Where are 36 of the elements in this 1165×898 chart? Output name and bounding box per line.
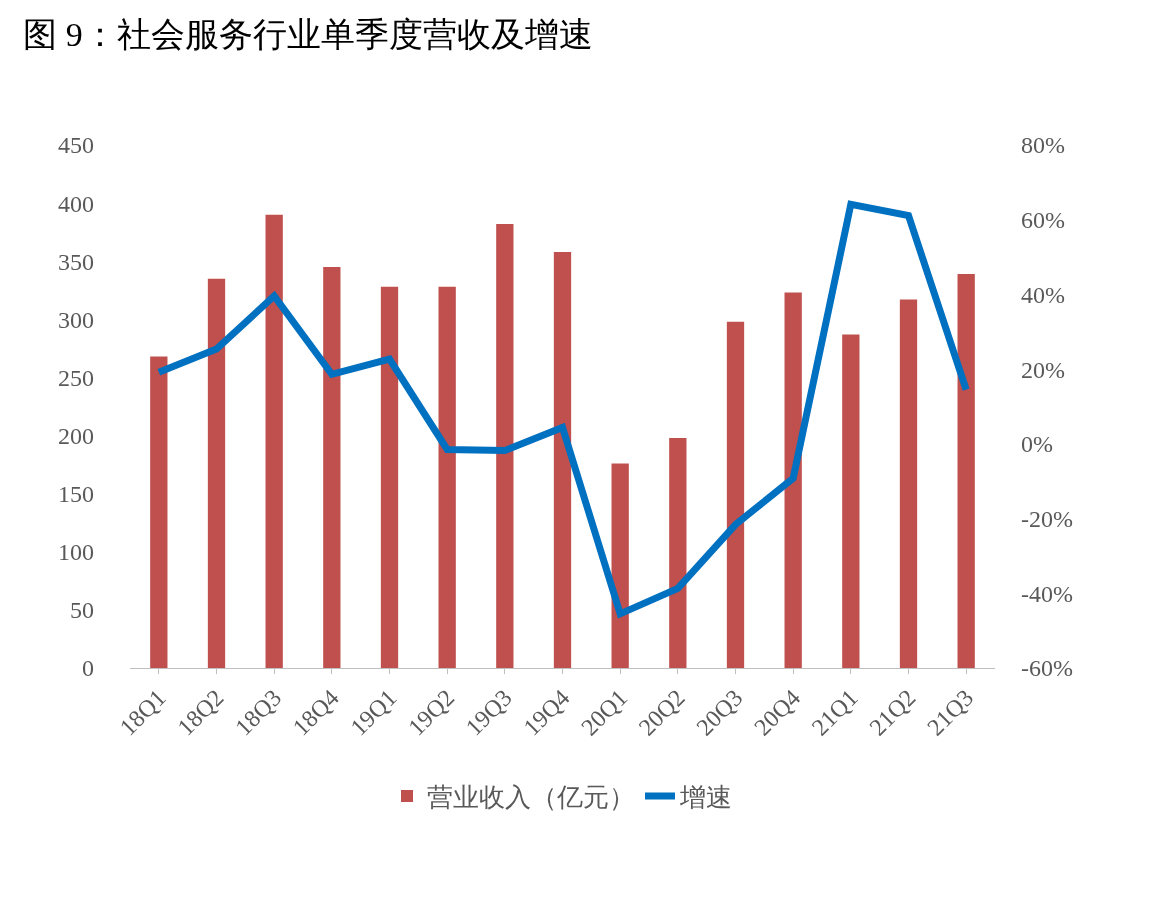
y2-tick-label: 80% — [1021, 132, 1065, 159]
y2-tick-label: -20% — [1021, 505, 1073, 532]
bar — [323, 267, 341, 668]
bar — [957, 274, 975, 668]
y-tick-label: 250 — [58, 364, 94, 391]
bar — [265, 214, 283, 668]
bar — [669, 437, 687, 668]
y2-tick-label: 40% — [1021, 281, 1065, 308]
y-tick-label: 350 — [58, 248, 94, 275]
y2-tick-label: -40% — [1021, 580, 1073, 607]
y-tick-label: 200 — [58, 422, 94, 449]
bar — [438, 286, 456, 668]
bar — [899, 299, 918, 668]
y-tick-label: 100 — [58, 539, 94, 566]
bar — [150, 356, 168, 668]
y-tick-label: 400 — [58, 190, 94, 217]
y2-tick-label: 0% — [1021, 431, 1053, 458]
y-tick-label: 50 — [70, 597, 94, 624]
y2-tick-label: 20% — [1021, 356, 1065, 383]
bar — [380, 286, 399, 668]
y2-tick-label: -60% — [1021, 655, 1073, 682]
y-tick-label: 150 — [58, 481, 94, 508]
bar — [611, 463, 629, 668]
bar — [726, 321, 745, 668]
bar — [553, 251, 572, 668]
bar — [496, 224, 514, 668]
bar — [784, 292, 802, 668]
chart-title: 图 9：社会服务行业单季度营收及增速 — [23, 16, 593, 54]
legend-label: 增速 — [679, 783, 732, 813]
bar — [207, 278, 226, 668]
legend-label: 营业收入（亿元） — [427, 783, 635, 813]
y-tick-label: 300 — [58, 306, 94, 333]
y-tick-label: 450 — [58, 132, 94, 159]
y-tick-label: 0 — [82, 655, 94, 682]
bar — [842, 334, 860, 668]
y2-tick-label: 60% — [1021, 207, 1065, 234]
